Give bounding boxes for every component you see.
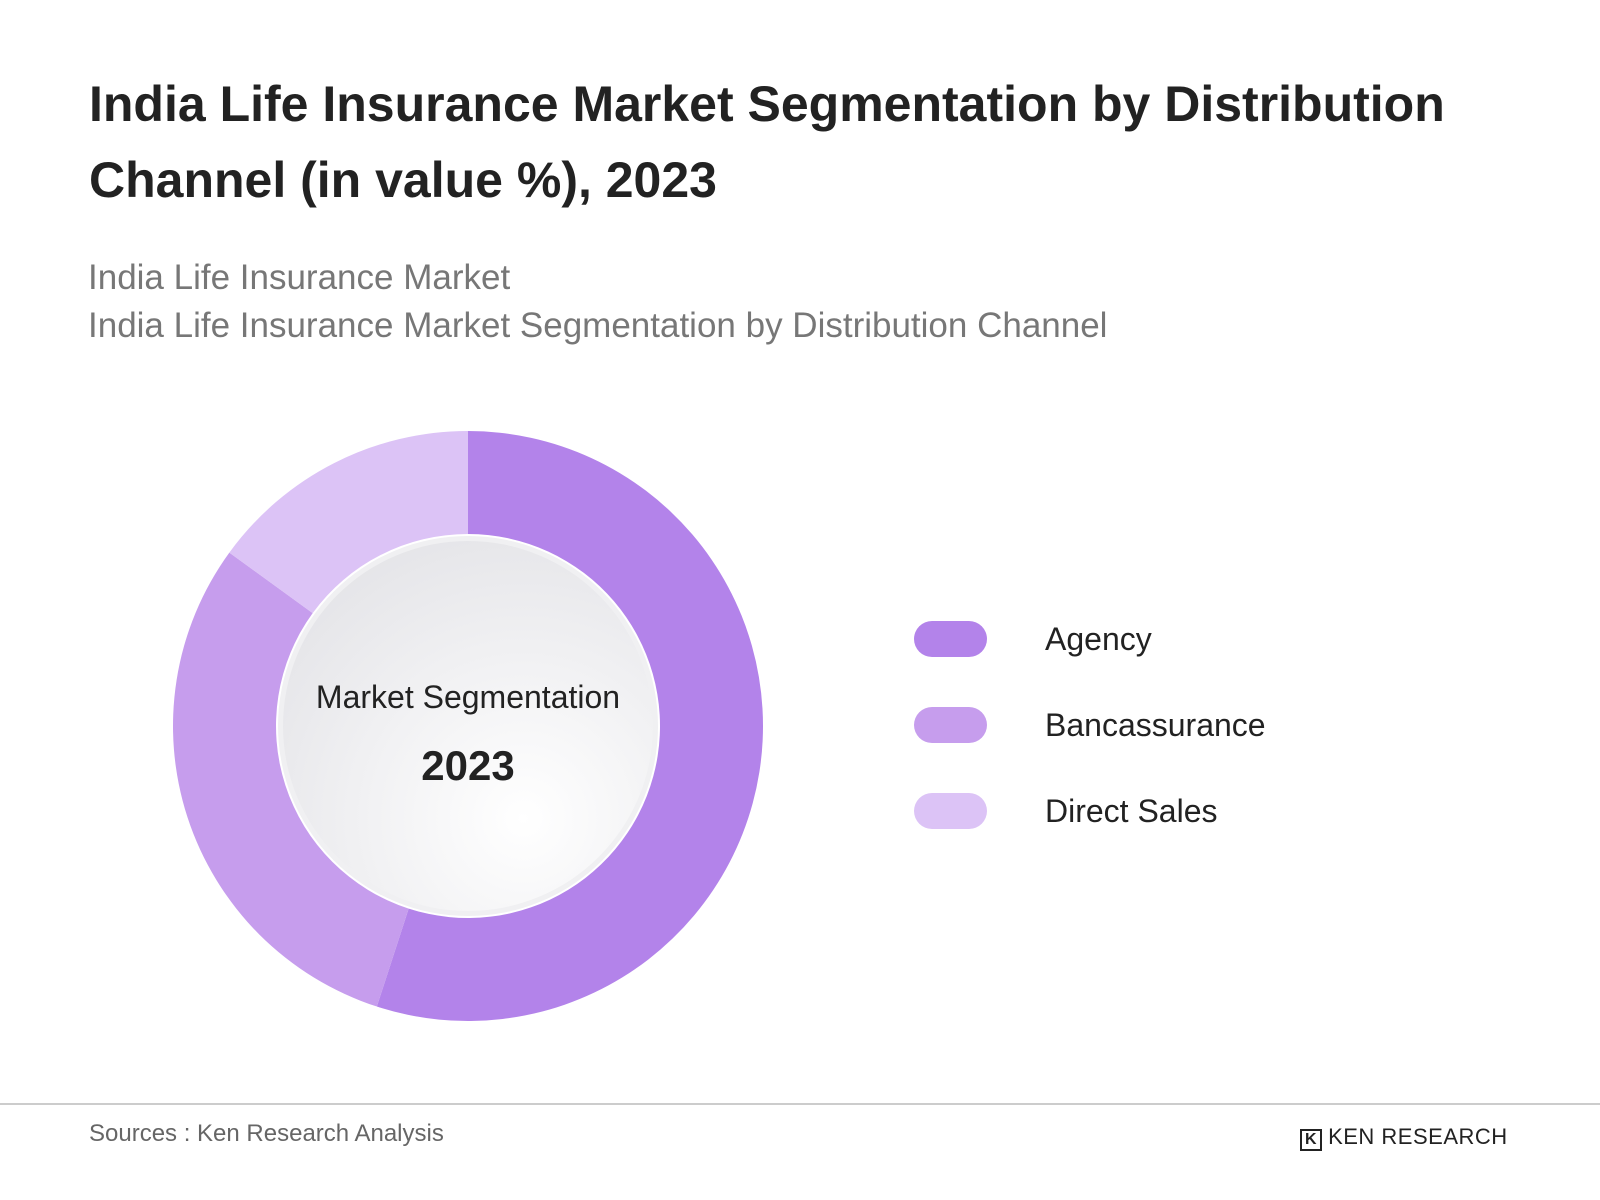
legend-label: Direct Sales xyxy=(1045,793,1218,829)
legend-swatch xyxy=(914,793,987,829)
chart: Market Segmentation 2023 Agency Bancassur… xyxy=(172,431,1266,1021)
center-disc xyxy=(283,541,653,911)
donut-slice xyxy=(229,431,468,614)
legend-swatch xyxy=(914,621,987,657)
legend-swatch xyxy=(914,707,987,743)
footer-rule xyxy=(0,1103,1600,1105)
legend-label: Bancassurance xyxy=(1045,707,1266,743)
subtitle: India Life Insurance Market xyxy=(88,258,511,297)
center-year: 2023 xyxy=(421,742,514,789)
center-label: Market Segmentation xyxy=(316,679,620,715)
chart-title: India Life Insurance Market Segmentation… xyxy=(89,76,1445,208)
subtitle: India Life Insurance Market Segmentation… xyxy=(88,306,1108,345)
legend-label: Agency xyxy=(1045,621,1152,657)
source: Sources : Ken Research Analysis xyxy=(89,1120,444,1147)
logo-icon: K xyxy=(1300,1129,1323,1151)
brand-logo: K KEN RESEARCH xyxy=(1300,1124,1508,1151)
donut-slice xyxy=(172,552,409,1007)
brand-name: KEN RESEARCH xyxy=(1328,1124,1508,1149)
donut-slice xyxy=(376,431,764,1021)
